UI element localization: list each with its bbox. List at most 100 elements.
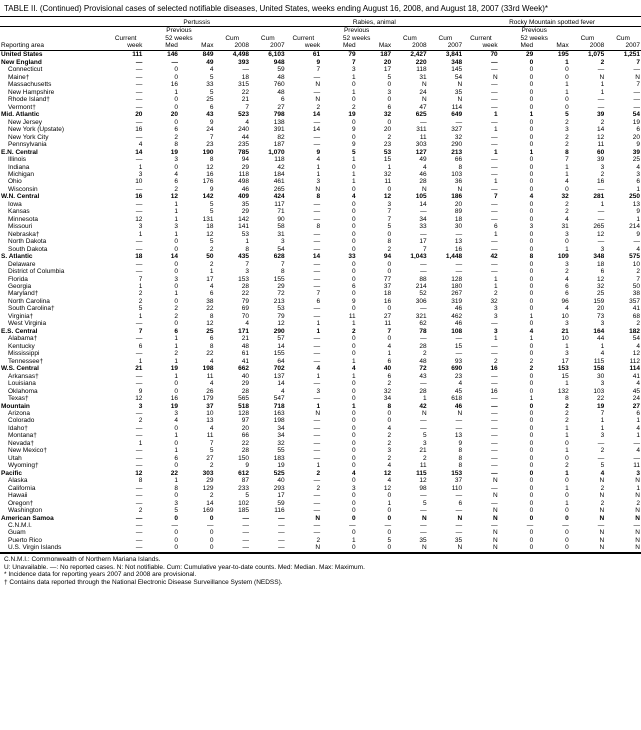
table-row: U.S. Virgin Islands—00——N00NNN00NN [0,544,641,552]
cell: 21 [214,96,250,103]
row-label: Wyoming† [0,462,108,469]
cell: 6 [357,104,393,111]
cell: 6 [250,96,286,103]
cell: 2 [392,350,428,357]
row-label: Texas† [0,395,108,402]
cell: 6 [321,283,357,290]
cell: 0 [499,373,535,380]
cell: 55 [250,447,286,454]
cell: 32 [357,111,393,118]
cell: 2 [534,134,570,141]
cell: 2 [108,507,144,514]
cell: 0 [534,186,570,193]
cell: — [108,89,144,96]
cell: 5 [357,537,393,544]
cell: 5 [179,447,215,454]
cell: — [108,500,144,507]
cell: 0 [143,298,179,305]
cell: 90 [250,216,286,223]
cell: 0 [143,462,179,469]
cell: 3 [534,231,570,238]
cell: 4 [570,470,606,477]
cell: 17 [534,358,570,365]
cell: 0 [499,201,535,208]
cell: 4 [214,320,250,327]
cell: 0 [499,81,535,88]
row-label: Nevada† [0,440,108,447]
table-row: New York (Upstate)1662424039114920311327… [0,126,641,133]
cell: 14 [250,380,286,387]
cur-2: Current [286,35,322,42]
cell: 185 [214,507,250,514]
row-label: Michigan [0,171,108,178]
table-row: Arizona—310128163N00NN—0276 [0,410,641,417]
cell: 93 [428,358,464,365]
cell: 0 [321,164,357,171]
cell: N [605,515,641,522]
cell: N [605,529,641,536]
cell: 18 [357,290,393,297]
row-label: Arkansas† [0,373,108,380]
cell: 7 [321,59,357,66]
cell: 79 [250,313,286,320]
cell: — [463,380,499,387]
cell: 11 [605,462,641,469]
cell: — [570,216,606,223]
cell: — [392,417,428,424]
table-row: Wisconsin—2946265N00NN—00—1 [0,186,641,193]
cell: 0 [534,537,570,544]
table-row: Washington25169185116—00——N00NN [0,507,641,514]
cell: — [108,134,144,141]
table-row: Virginia†1287079—112732146231107368 [0,313,641,320]
cell: — [108,59,144,66]
cell: 36 [428,178,464,185]
cell: N [286,186,322,193]
cell: 62 [392,320,428,327]
cell: 462 [428,313,464,320]
cum-2b: Cum [428,35,464,42]
cell: — [357,522,393,529]
cell: 9 [605,208,641,215]
table-row: District of Columbia—0138—00———0262 [0,268,641,275]
table-row: Massachusetts—1633315760N00NN—0117 [0,81,641,88]
row-label: Connecticut [0,66,108,73]
cell: 8 [143,141,179,148]
table-row: Pennsylvania4823235187—923303290—02119 [0,141,641,148]
cell: — [286,417,322,424]
cell: 3 [534,261,570,268]
cell: 7 [214,261,250,268]
cell: 0 [499,104,535,111]
c-max-1: Max [179,42,215,51]
cell: 1 [321,89,357,96]
cell: 112 [605,358,641,365]
row-label: Illinois [0,156,108,163]
cell: 9 [321,141,357,148]
cell: 22 [179,305,215,312]
cell: — [428,417,464,424]
cell: 2 [143,186,179,193]
cell: 3 [534,320,570,327]
cell: 4 [214,119,250,126]
cell: 1 [108,313,144,320]
row-label: Alabama† [0,335,108,342]
cell: 16 [108,126,144,133]
cell: 50 [605,283,641,290]
cell: 23 [179,141,215,148]
cell: — [463,134,499,141]
cell: 4 [143,417,179,424]
cell: — [463,156,499,163]
cell: 1 [108,358,144,365]
cell: 849 [179,51,215,59]
cell: 118 [250,156,286,163]
cell: — [428,529,464,536]
cell: — [463,417,499,424]
cell: 195 [534,51,570,59]
cell: 1 [286,462,322,469]
cell: 28 [392,388,428,395]
cell: 20 [570,305,606,312]
cell: 22 [570,395,606,402]
cell: 0 [357,492,393,499]
table-row: Hawaii—02517—00——N00NN [0,492,641,499]
row-label: New York City [0,134,108,141]
cell: 13 [428,238,464,245]
